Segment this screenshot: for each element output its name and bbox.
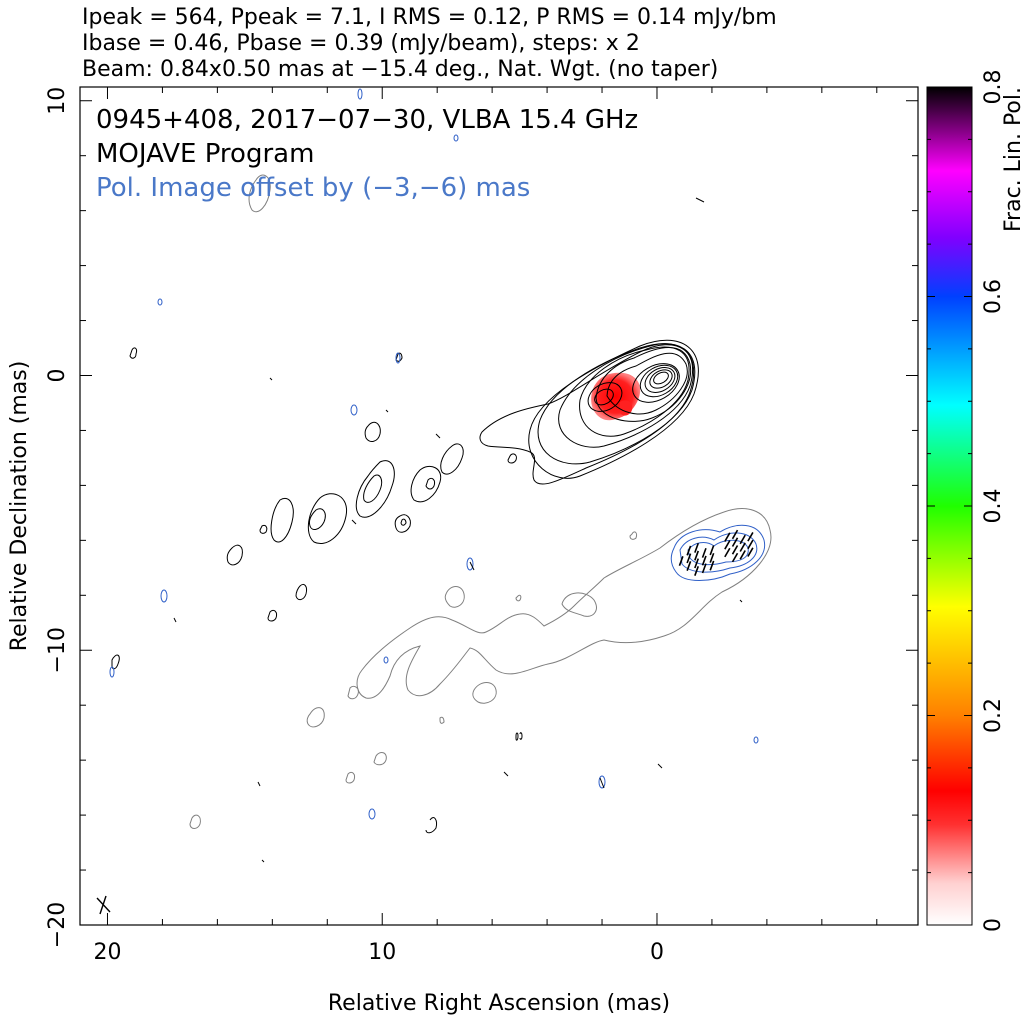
evpa-vector xyxy=(701,563,707,574)
pol-offset-label: Pol. Image offset by (−3,−6) mas xyxy=(96,173,530,203)
colorbar-tick-label: 0 xyxy=(981,918,1006,932)
colorbar-tick-label: 0.6 xyxy=(981,279,1006,314)
source-label: 0945+408, 2017−07−30, VLBA 15.4 GHz xyxy=(96,105,638,135)
map-area xyxy=(96,88,772,915)
y-tick-label: 10 xyxy=(45,87,70,115)
evpa-vector xyxy=(739,542,746,552)
evpa-vector xyxy=(694,550,700,561)
evpa-vector xyxy=(686,553,692,564)
isolated-marks xyxy=(173,377,743,863)
evpa-vector xyxy=(731,545,739,555)
evpa-vector xyxy=(739,550,746,560)
program-label: MOJAVE Program xyxy=(96,139,314,169)
evpa-vector xyxy=(709,552,715,563)
evpa-vector xyxy=(709,560,715,571)
evpa-vector xyxy=(709,545,715,556)
evpa-vector xyxy=(747,532,754,542)
evpa-vector xyxy=(731,529,739,540)
offset-stokes-i-contour xyxy=(189,174,772,829)
evpa-vector xyxy=(686,561,692,571)
x-axis-label: Relative Right Ascension (mas) xyxy=(328,991,670,1016)
evpa-vector xyxy=(678,556,684,566)
y-tick-label: −20 xyxy=(45,902,70,948)
x-tick-label: 20 xyxy=(93,940,121,965)
evpa-vector xyxy=(694,558,700,569)
x-tick-label: 0 xyxy=(650,940,664,965)
header-line-1: Ipeak = 564, Ppeak = 7.1, I RMS = 0.12, … xyxy=(82,5,777,30)
evpa-vector xyxy=(701,547,707,558)
evpa-vector xyxy=(724,547,731,558)
colorbar-tick-label: 0.2 xyxy=(981,698,1006,733)
evpa-vector xyxy=(739,534,746,545)
evpa-vector xyxy=(701,555,707,566)
y-axis-label: Relative Declination (mas) xyxy=(7,361,32,652)
evpa-vector xyxy=(747,547,754,557)
x-tick-label: 10 xyxy=(368,940,396,965)
evpa-vector xyxy=(731,537,739,547)
header-line-2: Ibase = 0.46, Pbase = 0.39 (mJy/beam), s… xyxy=(82,31,640,56)
colorbar-tick-label: 0.8 xyxy=(981,70,1006,105)
evpa-vector xyxy=(747,539,754,550)
frac-pol-colormap-region xyxy=(591,372,641,421)
colorbar-tick-label: 0.4 xyxy=(981,489,1006,524)
evpa-vector xyxy=(724,532,731,542)
stokes-i-contours xyxy=(111,197,705,834)
header-line-3: Beam: 0.84x0.50 mas at −15.4 deg., Nat. … xyxy=(82,57,718,82)
colorbar-label: Frac. Lin. Pol. xyxy=(1001,87,1026,232)
evpa-vectors xyxy=(678,529,754,576)
evpa-vector xyxy=(724,540,731,550)
evpa-vector xyxy=(694,566,700,576)
y-tick-label: 0 xyxy=(45,368,70,382)
plot-frame xyxy=(79,86,919,926)
evpa-vector xyxy=(694,542,700,553)
axis-ticks xyxy=(80,87,918,926)
beam-symbol xyxy=(96,895,111,915)
y-tick-label: −10 xyxy=(45,627,70,673)
evpa-vector xyxy=(731,552,739,563)
colorbar-ticks: 0 0.2 0.4 0.6 0.8 xyxy=(927,70,1006,932)
axis-tick-labels: 20 10 0 10 0 −10 −20 xyxy=(45,87,664,965)
evpa-vector xyxy=(686,545,692,556)
